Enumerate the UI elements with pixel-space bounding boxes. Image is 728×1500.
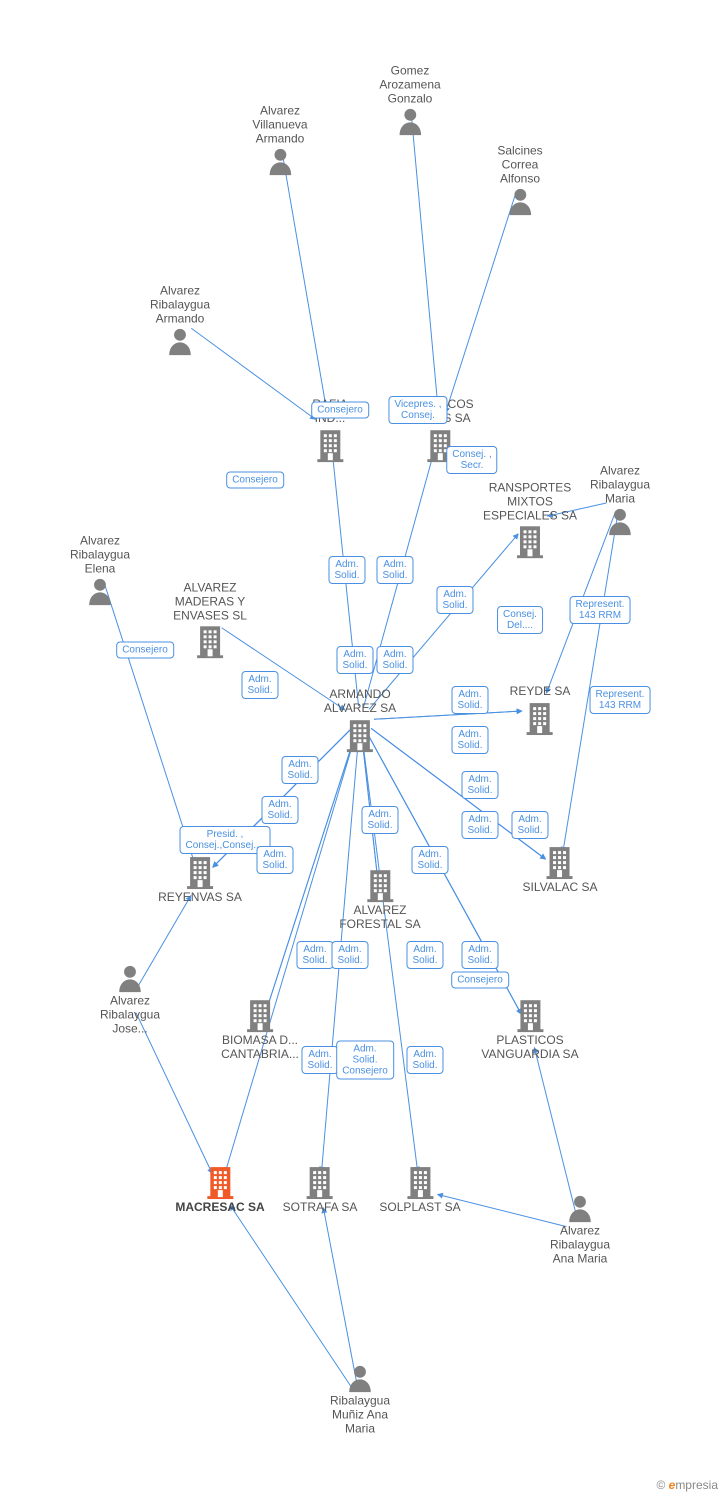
- node-label: Ribalaygua Muñiz Ana Maria: [330, 1394, 390, 1435]
- edge-label[interactable]: Consejero: [451, 972, 509, 989]
- edge-line: [374, 711, 522, 719]
- edge-line: [374, 711, 522, 719]
- edge-label[interactable]: Adm. Solid.: [256, 846, 293, 874]
- edge-label[interactable]: Adm. Solid.: [376, 556, 413, 584]
- edge-line: [563, 514, 618, 852]
- node-biomasa[interactable]: BIOMASA D... CANTABRIA...: [221, 998, 299, 1062]
- edge-label[interactable]: Adm. Solid.: [406, 941, 443, 969]
- node-reyenvas[interactable]: REYENVAS SA: [158, 855, 242, 905]
- node-alvarez_maderas[interactable]: ALVAREZ MADERAS Y ENVASES SL: [173, 581, 247, 658]
- edge-line: [323, 1208, 357, 1387]
- edge-label[interactable]: Consej. , Secr.: [446, 446, 497, 474]
- edge-label[interactable]: Consej. Del....: [497, 606, 543, 634]
- node-label: SILVALAC SA: [523, 881, 598, 895]
- node-label: PLASTICOS VANGUARDIA SA: [481, 1034, 578, 1062]
- edge-label[interactable]: Adm. Solid.: [241, 671, 278, 699]
- node-ar_elena[interactable]: Alvarez Ribalaygua Elena: [70, 534, 130, 605]
- node-label: ARMANDO ALVAREZ SA: [324, 688, 396, 716]
- edge-line: [136, 1013, 212, 1174]
- node-ar_maria[interactable]: Alvarez Ribalaygua Maria: [590, 464, 650, 535]
- edge-label[interactable]: Adm. Solid.: [301, 1046, 338, 1074]
- node-ar_jose[interactable]: Alvarez Ribalaygua Jose...: [100, 964, 160, 1035]
- edge-label[interactable]: Adm. Solid.: [406, 1046, 443, 1074]
- node-sotrafa[interactable]: SOTRAFA SA: [283, 1165, 358, 1215]
- node-ar_armando[interactable]: Alvarez Ribalaygua Armando: [150, 284, 210, 355]
- node-label: Alvarez Ribalaygua Armando: [150, 284, 210, 325]
- node-label: Alvarez Villanueva Armando: [252, 104, 307, 145]
- edge-label[interactable]: Adm. Solid.: [436, 586, 473, 614]
- edge-label[interactable]: Adm. Solid.: [461, 771, 498, 799]
- edge-line: [230, 1205, 352, 1388]
- node-silvalac[interactable]: SILVALAC SA: [523, 845, 598, 895]
- node-label: BIOMASA D... CANTABRIA...: [221, 1034, 299, 1062]
- edge-label[interactable]: Adm. Solid.: [376, 646, 413, 674]
- node-reyde[interactable]: REYDE SA: [510, 685, 571, 735]
- node-label: Alvarez Ribalaygua Ana Maria: [550, 1224, 610, 1265]
- node-label: ALVAREZ FORESTAL SA: [339, 904, 420, 932]
- node-label: Alvarez Ribalaygua Jose...: [100, 994, 160, 1035]
- edge-label[interactable]: Adm. Solid.: [336, 646, 373, 674]
- node-ar_anamaria[interactable]: Alvarez Ribalaygua Ana Maria: [550, 1194, 610, 1265]
- node-salcines[interactable]: Salcines Correa Alfonso: [497, 144, 542, 215]
- node-label: SOLPLAST SA: [379, 1201, 460, 1215]
- node-macresac[interactable]: MACRESAC SA: [175, 1165, 264, 1215]
- node-gomez[interactable]: Gomez Arozamena Gonzalo: [379, 64, 440, 135]
- edge-label[interactable]: Consejero: [226, 472, 284, 489]
- node-label: Alvarez Ribalaygua Elena: [70, 534, 130, 575]
- edge-label[interactable]: Adm. Solid.: [451, 686, 488, 714]
- copyright-symbol: ©: [656, 1478, 665, 1492]
- node-label: RANSPORTES MIXTOS ESPECIALES SA: [483, 481, 577, 522]
- node-transportes[interactable]: RANSPORTES MIXTOS ESPECIALES SA: [483, 481, 577, 558]
- edge-label[interactable]: Adm. Solid. Consejero: [336, 1041, 394, 1080]
- edge-label[interactable]: Adm. Solid.: [461, 811, 498, 839]
- node-label: REYDE SA: [510, 685, 571, 699]
- node-armando_alvarez[interactable]: ARMANDO ALVAREZ SA: [324, 688, 396, 752]
- edge-line: [282, 154, 327, 412]
- node-villanueva[interactable]: Alvarez Villanueva Armando: [252, 104, 307, 175]
- edge-label[interactable]: Adm. Solid.: [281, 756, 318, 784]
- node-label: Salcines Correa Alfonso: [497, 144, 542, 185]
- node-label: Gomez Arozamena Gonzalo: [379, 64, 440, 105]
- edge-label[interactable]: Adm. Solid.: [411, 846, 448, 874]
- edge-label[interactable]: Adm. Solid.: [331, 941, 368, 969]
- brand-rest: mpresia: [675, 1478, 718, 1492]
- copyright: © empresia: [656, 1478, 718, 1492]
- node-alvarez_forestal[interactable]: ALVAREZ FORESTAL SA: [339, 868, 420, 932]
- node-solplast[interactable]: SOLPLAST SA: [379, 1165, 460, 1215]
- edge-label[interactable]: Consejero: [311, 402, 369, 419]
- node-label: Alvarez Ribalaygua Maria: [590, 464, 650, 505]
- edge-label[interactable]: Adm. Solid.: [461, 941, 498, 969]
- node-ribalaygua_muniz[interactable]: Ribalaygua Muñiz Ana Maria: [330, 1364, 390, 1435]
- edge-label[interactable]: Consejero: [116, 642, 174, 659]
- node-label: MACRESAC SA: [175, 1201, 264, 1215]
- edge-label[interactable]: Adm. Solid.: [451, 726, 488, 754]
- edge-line: [445, 193, 515, 413]
- edge-label[interactable]: Adm. Solid.: [328, 556, 365, 584]
- edge-line: [411, 114, 438, 412]
- edge-label[interactable]: Adm. Solid.: [296, 941, 333, 969]
- node-label: REYENVAS SA: [158, 891, 242, 905]
- edge-label[interactable]: Represent. 143 RRM: [590, 686, 651, 714]
- node-label: SOTRAFA SA: [283, 1201, 358, 1215]
- edge-label[interactable]: Adm. Solid.: [361, 806, 398, 834]
- edge-line: [534, 1047, 576, 1216]
- node-label: ALVAREZ MADERAS Y ENVASES SL: [173, 581, 247, 622]
- edge-label[interactable]: Adm. Solid.: [511, 811, 548, 839]
- node-plasticos_vang[interactable]: PLASTICOS VANGUARDIA SA: [481, 998, 578, 1062]
- edge-label[interactable]: Vicepres. , Consej.: [388, 396, 447, 424]
- edge-label[interactable]: Adm. Solid.: [261, 796, 298, 824]
- edge-label[interactable]: Represent. 143 RRM: [570, 596, 631, 624]
